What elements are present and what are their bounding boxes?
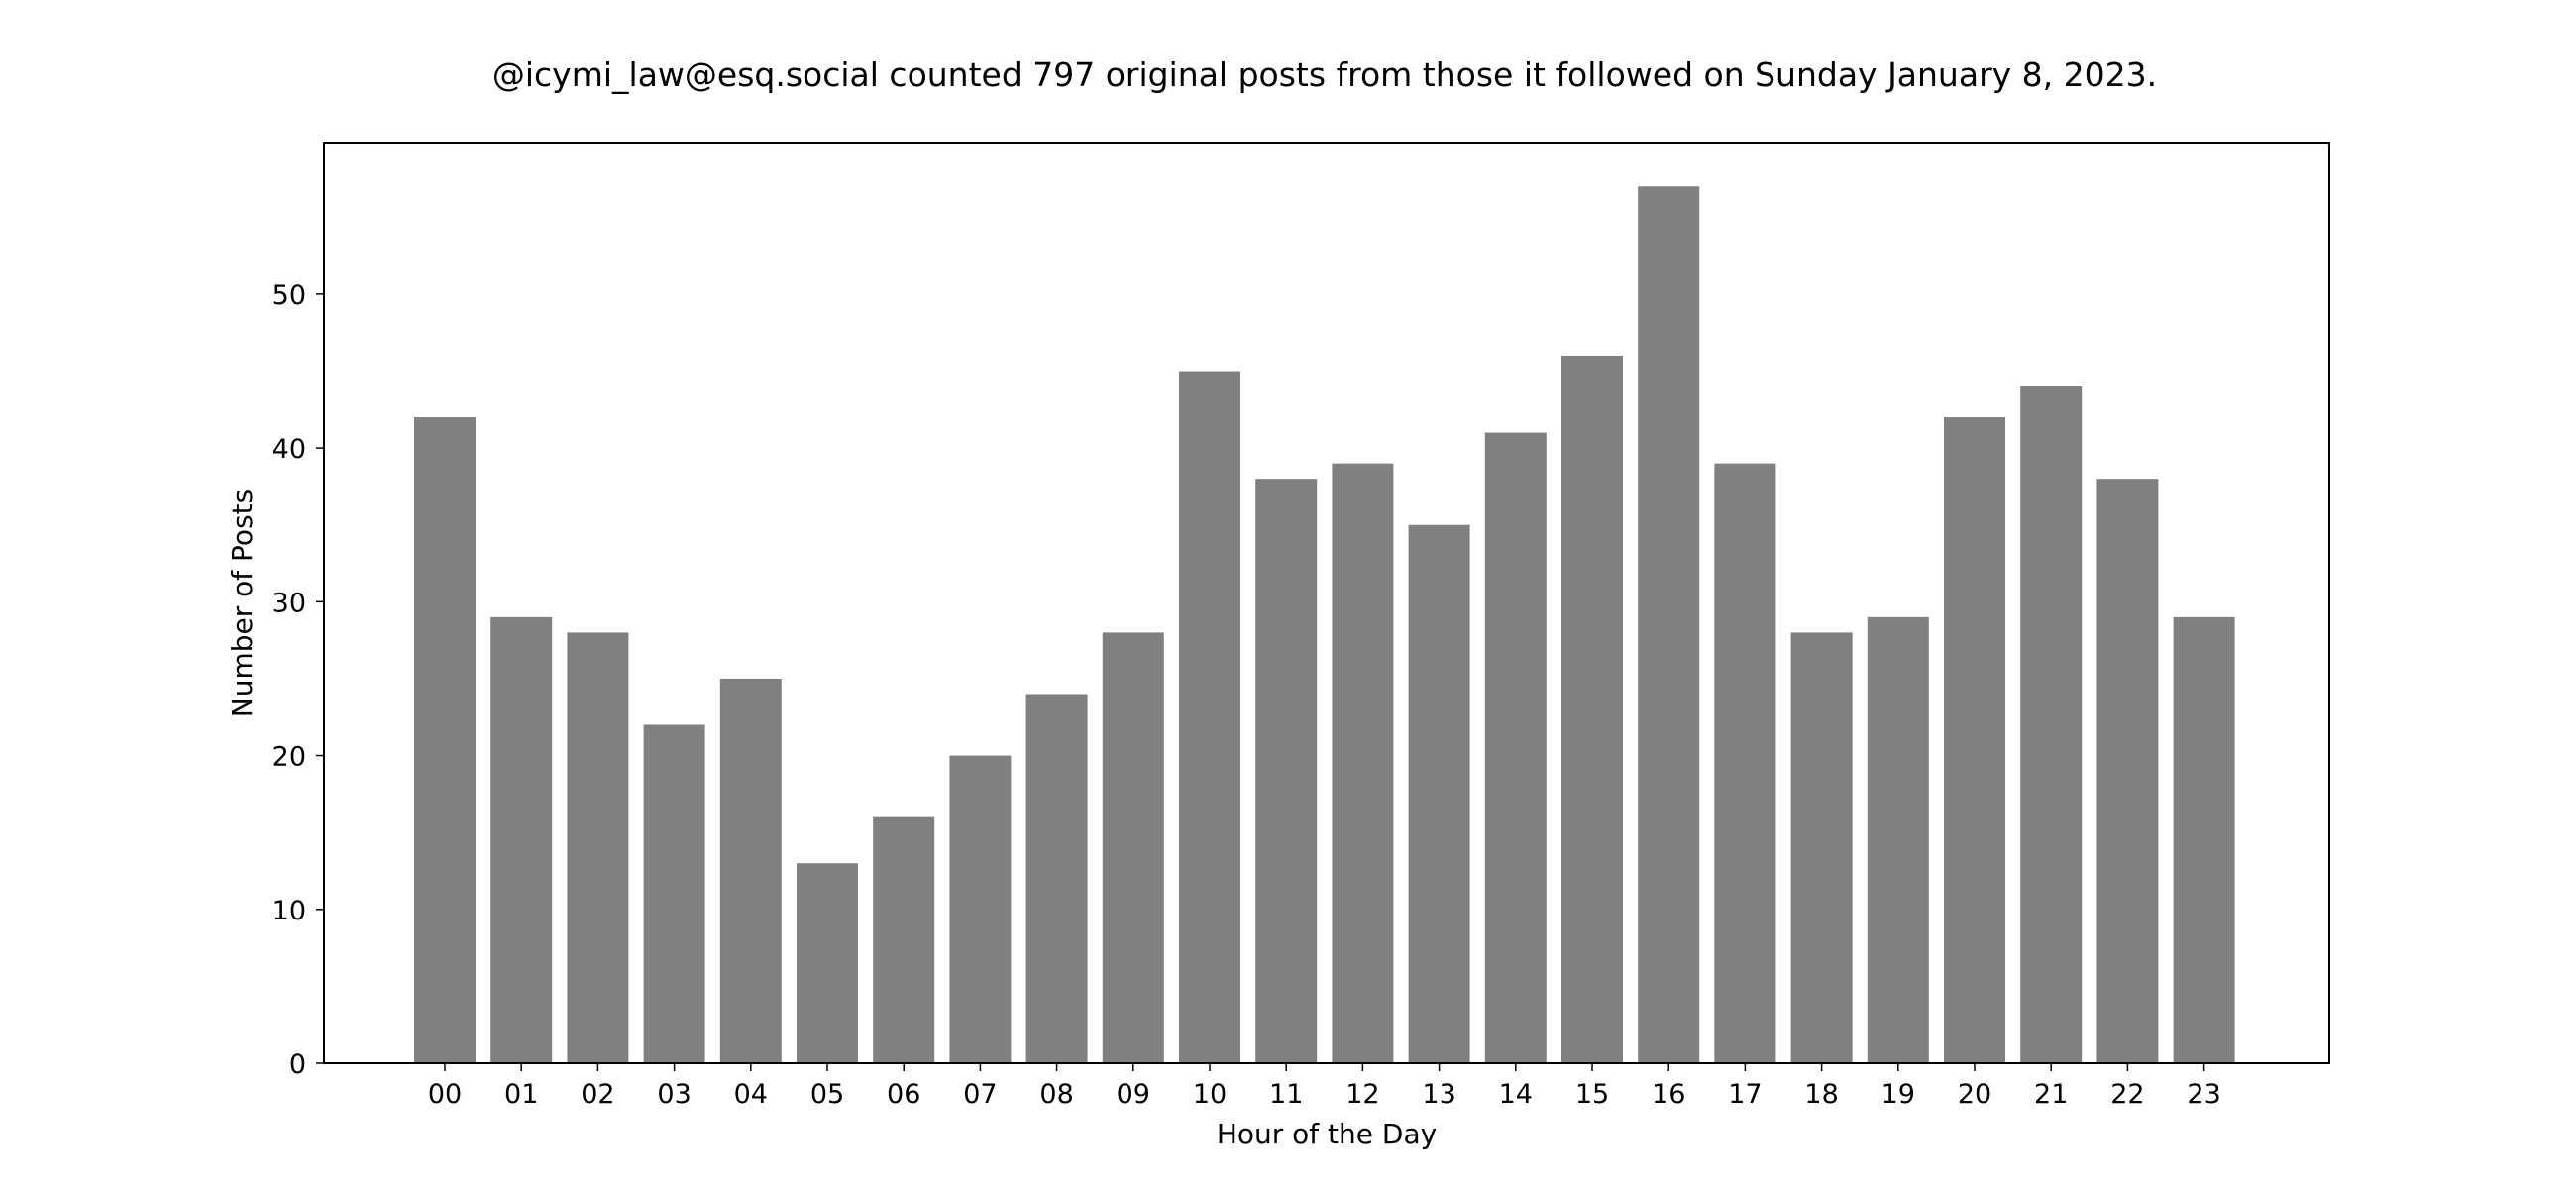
bar-hour-15 (1561, 355, 1623, 1064)
bar-hour-09 (1102, 632, 1164, 1063)
bar-hour-01 (490, 616, 553, 1063)
bar-hour-02 (567, 632, 629, 1063)
y-tick-label: 20 (272, 742, 306, 773)
bar-hour-05 (797, 863, 858, 1063)
bars-group (414, 186, 2235, 1064)
x-tick-label: 20 (1958, 1079, 1991, 1110)
bar-hour-00 (414, 417, 476, 1063)
x-tick-label: 05 (810, 1079, 844, 1110)
bar-hour-07 (949, 755, 1012, 1063)
x-tick-label: 18 (1804, 1079, 1838, 1110)
x-tick-label: 19 (1881, 1079, 1915, 1110)
bar-hour-20 (1944, 417, 2005, 1063)
plot-frame (323, 142, 2330, 1064)
chart-title: @icymi_law@esq.social counted 797 origin… (492, 55, 2157, 94)
x-tick-label: 14 (1499, 1079, 1533, 1110)
x-tick-label: 01 (504, 1079, 538, 1110)
y-axis-label: Number of Posts (226, 489, 259, 717)
bar-hour-14 (1484, 432, 1547, 1064)
bar-hour-10 (1179, 371, 1240, 1063)
x-tick-label: 03 (657, 1079, 691, 1110)
x-tick-label: 09 (1117, 1079, 1150, 1110)
x-tick-label: 02 (581, 1079, 614, 1110)
bar-hour-06 (873, 816, 935, 1063)
y-tick-label: 0 (289, 1049, 306, 1080)
x-tick-label: 04 (734, 1079, 768, 1110)
x-tick-label: 07 (963, 1079, 997, 1110)
x-tick-label: 11 (1269, 1079, 1303, 1110)
bar-hour-08 (1025, 694, 1088, 1063)
bar-hour-03 (643, 724, 705, 1063)
bar-hour-17 (1714, 463, 1776, 1063)
x-tick-label: 08 (1039, 1079, 1073, 1110)
x-tick-label: 06 (887, 1079, 920, 1110)
bar-hour-21 (2020, 386, 2083, 1063)
y-tick-label: 10 (272, 896, 306, 926)
x-tick-label: 21 (2034, 1079, 2068, 1110)
x-tick-label: 16 (1652, 1079, 1685, 1110)
x-tick-label: 10 (1193, 1079, 1227, 1110)
x-tick-label: 17 (1728, 1079, 1762, 1110)
bar-hour-13 (1408, 524, 1470, 1063)
x-tick-label: 12 (1345, 1079, 1379, 1110)
bar-hour-22 (2096, 479, 2159, 1063)
y-tick-label: 50 (272, 280, 306, 311)
x-tick-label: 23 (2187, 1079, 2220, 1110)
x-tick-label: 00 (428, 1079, 462, 1110)
x-axis-label: Hour of the Day (1217, 1118, 1437, 1150)
bar-hour-04 (719, 678, 782, 1063)
bar-hour-11 (1255, 479, 1318, 1063)
x-tick-label: 13 (1422, 1079, 1455, 1110)
bar-hour-19 (1867, 616, 1929, 1063)
y-axis-ticks: 0 10 20 30 40 50 (272, 280, 324, 1080)
x-axis-ticks: 00 01 02 03 04 05 06 07 08 09 10 11 12 13 14 15 16 17 18 19… (428, 1063, 2221, 1110)
y-tick-label: 40 (272, 434, 306, 465)
bar-hour-18 (1790, 632, 1853, 1063)
x-tick-label: 15 (1575, 1079, 1609, 1110)
x-tick-label: 22 (2110, 1079, 2144, 1110)
bar-hour-16 (1638, 186, 1700, 1064)
y-tick-label: 30 (272, 588, 306, 618)
bar-hour-23 (2173, 616, 2235, 1063)
bar-hour-12 (1332, 463, 1394, 1063)
